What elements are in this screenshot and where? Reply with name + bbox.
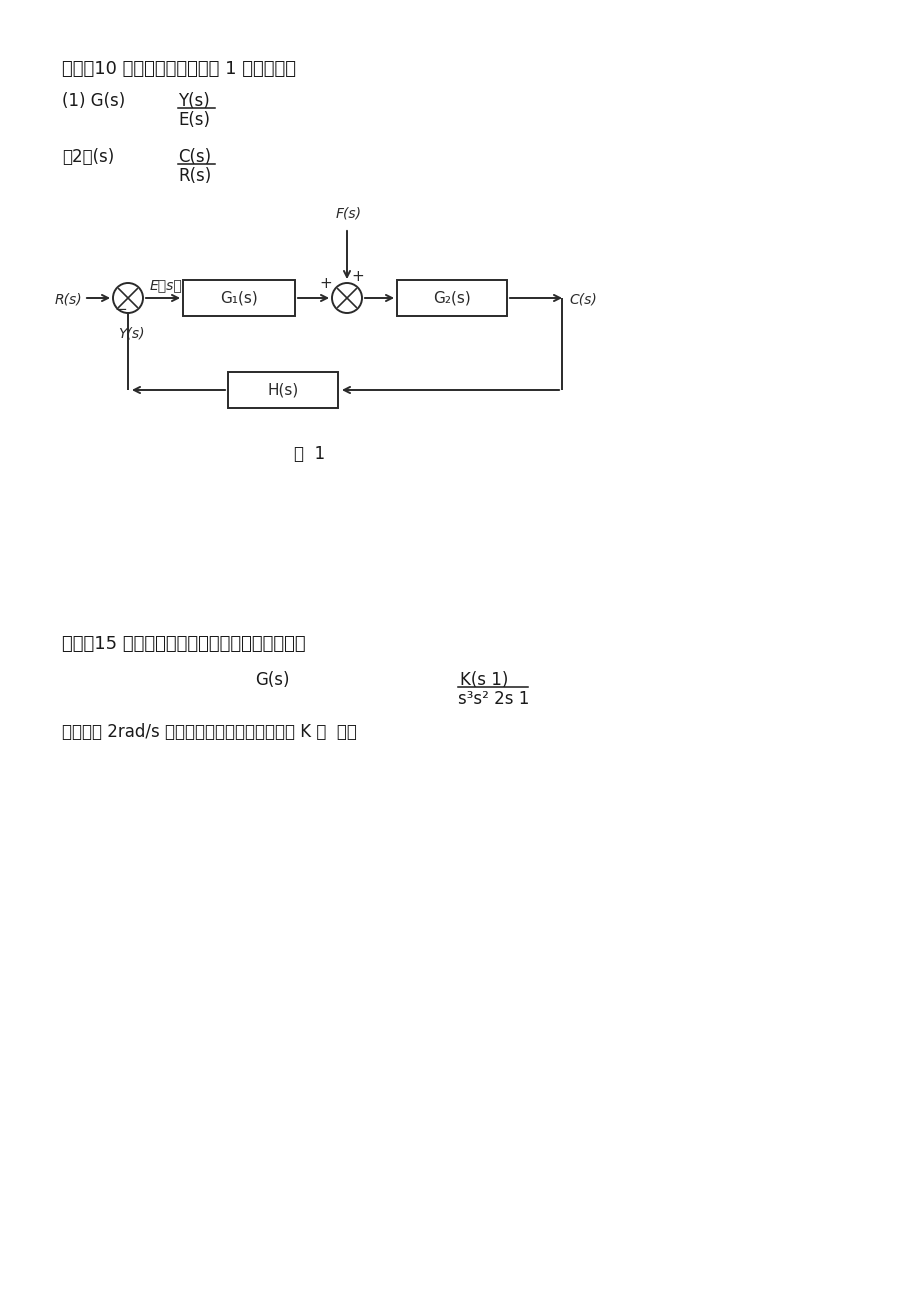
Text: G(s): G(s): [255, 671, 289, 690]
Text: C(s): C(s): [568, 291, 596, 306]
Text: R(s): R(s): [177, 167, 211, 185]
Text: +: +: [351, 269, 363, 284]
Text: E（s）: E（s）: [150, 278, 183, 291]
Text: 三、（10 分）系统结构图如图 1 所示。求：: 三、（10 分）系统结构图如图 1 所示。求：: [62, 60, 296, 78]
Text: G₂(s): G₂(s): [433, 290, 471, 306]
Bar: [228, 372, 337, 409]
Text: C(s): C(s): [177, 148, 210, 167]
Text: G₁(s): G₁(s): [220, 290, 257, 306]
Text: s³s² 2s 1: s³s² 2s 1: [458, 690, 528, 708]
Text: F(s): F(s): [335, 206, 361, 220]
Text: H(s): H(s): [267, 382, 299, 398]
Bar: [183, 280, 295, 316]
Text: −: −: [114, 302, 127, 316]
Text: Y(s): Y(s): [177, 92, 210, 111]
Text: （2）(s): （2）(s): [62, 148, 114, 167]
Text: +: +: [319, 276, 332, 291]
Text: (1) G(s): (1) G(s): [62, 92, 125, 111]
Text: 图  1: 图 1: [294, 445, 325, 463]
Text: K(s 1): K(s 1): [460, 671, 508, 690]
Text: R(s): R(s): [55, 291, 83, 306]
Text: E(s): E(s): [177, 111, 210, 129]
Bar: [397, 280, 506, 316]
Text: Y(s): Y(s): [118, 327, 144, 340]
Text: 若系统以 2rad/s 频率持续振荡，试确定相应的 K 和  値。: 若系统以 2rad/s 频率持续振荡，试确定相应的 K 和 値。: [62, 723, 357, 742]
Text: 四、（15 分）设单位反馈系统的开环传递函数为: 四、（15 分）设单位反馈系统的开环传递函数为: [62, 635, 305, 653]
